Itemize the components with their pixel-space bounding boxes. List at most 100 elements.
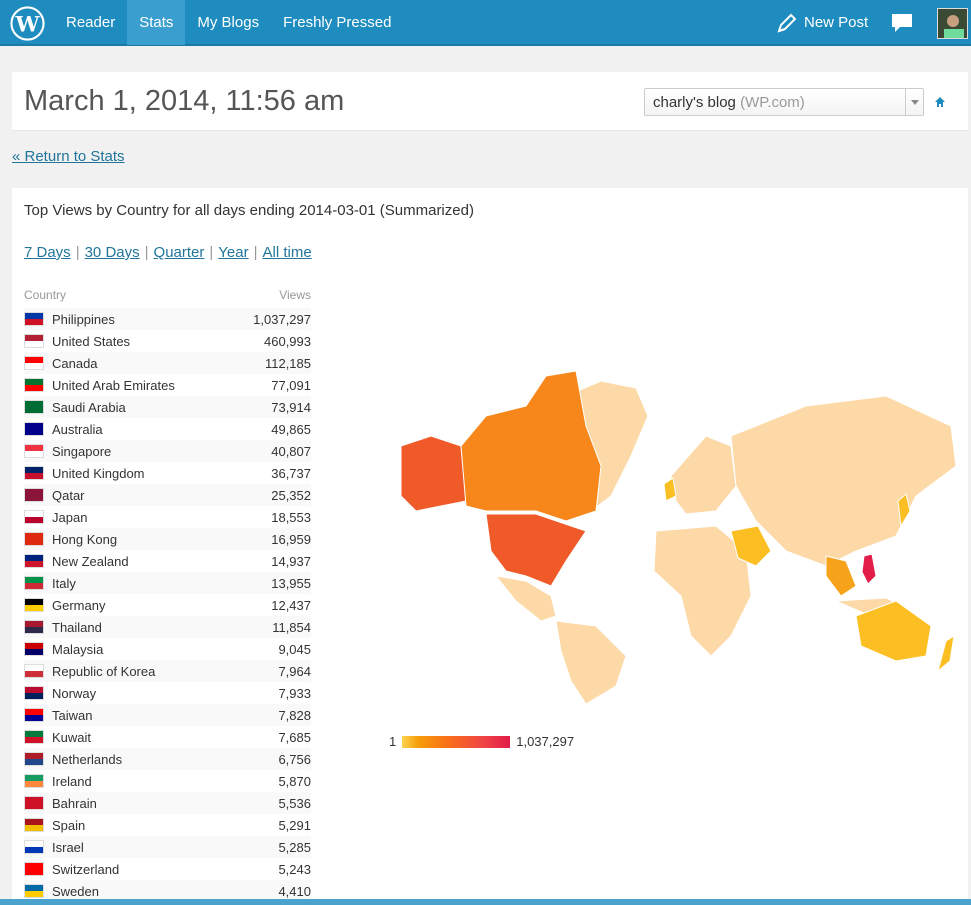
flag-icon: [24, 818, 44, 832]
table-body: Philippines 1,037,297 United States 460,993…: [24, 308, 311, 902]
flag-icon: [24, 884, 44, 898]
home-icon[interactable]: [934, 96, 946, 108]
blog-suffix: (WP.com): [740, 94, 805, 111]
table-row[interactable]: Norway 7,933: [24, 682, 311, 704]
legend-max: 1,037,297: [516, 734, 575, 749]
table-row[interactable]: Japan 18,553: [24, 506, 311, 528]
table-row[interactable]: Ireland 5,870: [24, 770, 311, 792]
country-name: Kuwait: [52, 729, 92, 745]
country-name: Australia: [52, 421, 103, 437]
flag-icon: [24, 488, 44, 502]
table-row[interactable]: Hong Kong 16,959: [24, 528, 311, 550]
table-row[interactable]: Saudi Arabia 73,914: [24, 396, 311, 418]
views-count: 7,685: [278, 729, 311, 745]
map-saudi-arabia: [730, 525, 772, 567]
views-count: 112,185: [264, 355, 311, 371]
country-name: Switzerland: [52, 861, 120, 877]
avatar-image: [938, 9, 967, 38]
country-name: Bahrain: [52, 795, 97, 811]
period-30-days[interactable]: 30 Days: [84, 244, 140, 261]
country-table: Country Views Philippines 1,037,297 United…: [24, 286, 311, 902]
flag-icon: [24, 312, 44, 326]
map-europe: [670, 435, 737, 515]
column-country: Country: [24, 288, 67, 302]
table-row[interactable]: Thailand 11,854: [24, 616, 311, 638]
country-name: Netherlands: [52, 751, 123, 767]
table-row[interactable]: Sweden 4,410: [24, 880, 311, 902]
table-row[interactable]: Australia 49,865: [24, 418, 311, 440]
country-name: Italy: [52, 575, 76, 591]
table-row[interactable]: Malaysia 9,045: [24, 638, 311, 660]
country-name: Republic of Korea: [52, 663, 156, 679]
views-count: 18,553: [271, 509, 311, 525]
svg-text:W: W: [14, 12, 40, 37]
period-links: 7 Days | 30 Days | Quarter | Year | All time: [24, 244, 312, 261]
top-bar: W Reader Stats My Blogs Freshly Pressed …: [0, 0, 971, 46]
views-count: 11,854: [272, 619, 311, 635]
wordpress-logo-icon[interactable]: W: [10, 6, 45, 41]
table-row[interactable]: United States 460,993: [24, 330, 311, 352]
country-name: Israel: [52, 839, 84, 855]
country-name: Thailand: [52, 619, 102, 635]
avatar[interactable]: [937, 8, 968, 39]
new-post-button[interactable]: New Post: [776, 0, 868, 45]
period-year[interactable]: Year: [218, 244, 249, 261]
flag-icon: [24, 620, 44, 634]
nav-my-blogs[interactable]: My Blogs: [197, 14, 260, 31]
pencil-icon: [777, 13, 797, 33]
views-count: 77,091: [271, 377, 311, 393]
table-row[interactable]: Kuwait 7,685: [24, 726, 311, 748]
country-name: Germany: [52, 597, 106, 613]
table-row[interactable]: United Kingdom 36,737: [24, 462, 311, 484]
country-name: Singapore: [52, 443, 112, 459]
notifications-icon[interactable]: [890, 12, 914, 34]
country-name: United Arab Emirates: [52, 377, 175, 393]
table-row[interactable]: Italy 13,955: [24, 572, 311, 594]
separator: |: [209, 244, 214, 261]
views-count: 13,955: [271, 575, 311, 591]
flag-icon: [24, 752, 44, 766]
world-map[interactable]: [386, 336, 958, 706]
blog-select[interactable]: charly's blog (WP.com): [644, 88, 924, 116]
table-row[interactable]: Germany 12,437: [24, 594, 311, 616]
separator: |: [253, 244, 258, 261]
table-row[interactable]: Spain 5,291: [24, 814, 311, 836]
nav-freshly-pressed[interactable]: Freshly Pressed: [283, 14, 392, 31]
table-row[interactable]: Canada 112,185: [24, 352, 311, 374]
flag-icon: [24, 334, 44, 348]
table-row[interactable]: Taiwan 7,828: [24, 704, 311, 726]
country-name: Spain: [52, 817, 86, 833]
views-count: 7,964: [278, 663, 311, 679]
nav-reader[interactable]: Reader: [66, 14, 116, 31]
table-row[interactable]: Qatar 25,352: [24, 484, 311, 506]
views-count: 9,045: [278, 641, 311, 657]
period-all-time[interactable]: All time: [262, 244, 312, 261]
views-count: 12,437: [271, 597, 311, 613]
map-japan: [897, 493, 911, 528]
flag-icon: [24, 400, 44, 414]
flag-icon: [24, 642, 44, 656]
views-count: 5,285: [278, 839, 311, 855]
table-row[interactable]: Switzerland 5,243: [24, 858, 311, 880]
nav-stats[interactable]: Stats: [127, 0, 186, 45]
table-row[interactable]: Singapore 40,807: [24, 440, 311, 462]
table-row[interactable]: Philippines 1,037,297: [24, 308, 311, 330]
flag-icon: [24, 708, 44, 722]
country-name: Norway: [52, 685, 97, 701]
return-to-stats-link[interactable]: « Return to Stats: [12, 148, 125, 165]
views-count: 49,865: [271, 421, 311, 437]
flag-icon: [24, 598, 44, 612]
chevron-down-icon[interactable]: [905, 89, 923, 115]
table-row[interactable]: Netherlands 6,756: [24, 748, 311, 770]
table-row[interactable]: New Zealand 14,937: [24, 550, 311, 572]
period-quarter[interactable]: Quarter: [153, 244, 205, 261]
flag-icon: [24, 356, 44, 370]
period-7-days[interactable]: 7 Days: [24, 244, 71, 261]
table-row[interactable]: Republic of Korea 7,964: [24, 660, 311, 682]
table-row[interactable]: United Arab Emirates 77,091: [24, 374, 311, 396]
flag-icon: [24, 554, 44, 568]
main-nav: Reader Stats My Blogs Freshly Pressed: [54, 0, 403, 45]
table-row[interactable]: Israel 5,285: [24, 836, 311, 858]
flag-icon: [24, 378, 44, 392]
table-row[interactable]: Bahrain 5,536: [24, 792, 311, 814]
